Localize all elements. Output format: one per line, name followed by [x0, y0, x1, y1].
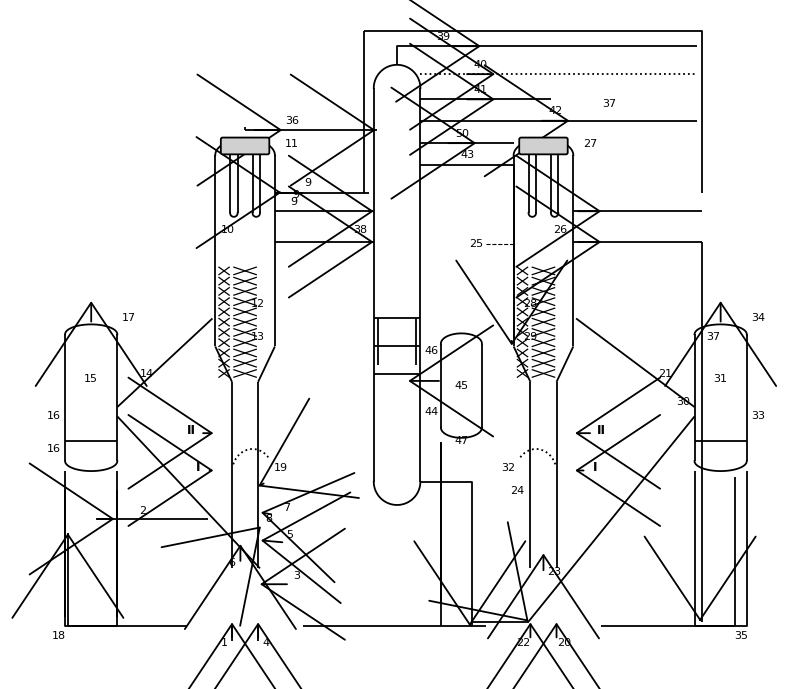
Text: I: I: [196, 461, 201, 474]
Text: 42: 42: [549, 107, 562, 116]
Text: 2: 2: [139, 506, 146, 517]
Text: 28: 28: [523, 300, 538, 309]
Text: II: II: [186, 424, 195, 437]
Text: 7: 7: [283, 503, 290, 513]
Text: 45: 45: [454, 380, 469, 391]
Text: 50: 50: [455, 129, 470, 138]
Text: 24: 24: [510, 486, 525, 496]
Text: 25: 25: [470, 239, 483, 249]
Text: 11: 11: [285, 139, 298, 149]
Text: 27: 27: [583, 139, 598, 149]
Text: II: II: [597, 424, 606, 437]
Text: 37: 37: [706, 332, 720, 342]
Text: 20: 20: [557, 638, 571, 648]
Text: 22: 22: [516, 638, 530, 648]
Text: 36: 36: [285, 116, 298, 126]
Text: 46: 46: [425, 346, 438, 356]
Text: 16: 16: [47, 444, 61, 454]
Text: 44: 44: [425, 407, 438, 417]
Text: 16: 16: [47, 411, 61, 422]
Text: 35: 35: [734, 630, 748, 641]
Text: 41: 41: [474, 85, 488, 95]
Text: 40: 40: [474, 60, 488, 70]
Text: 6: 6: [229, 558, 235, 568]
Text: 13: 13: [251, 332, 265, 342]
Text: I: I: [593, 461, 597, 474]
Text: 12: 12: [251, 300, 265, 309]
Text: 29: 29: [523, 332, 538, 342]
Text: 34: 34: [751, 313, 765, 322]
Text: 18: 18: [51, 630, 66, 641]
Text: 14: 14: [140, 369, 154, 380]
Text: 30: 30: [676, 398, 690, 407]
Text: 33: 33: [751, 411, 765, 422]
Text: 31: 31: [714, 374, 728, 384]
Text: 5: 5: [286, 530, 294, 539]
Text: 4: 4: [262, 638, 269, 648]
Text: 15: 15: [84, 374, 98, 384]
Text: 23: 23: [548, 567, 562, 577]
Text: 9: 9: [292, 190, 299, 200]
Text: 37: 37: [602, 99, 616, 109]
Text: 3: 3: [293, 571, 300, 581]
Text: 8: 8: [265, 514, 272, 524]
Text: 43: 43: [460, 150, 474, 161]
Text: 21: 21: [658, 369, 672, 380]
Text: 10: 10: [222, 225, 235, 235]
Text: 32: 32: [501, 463, 515, 473]
FancyBboxPatch shape: [221, 138, 270, 154]
Text: 19: 19: [274, 463, 287, 473]
Text: 38: 38: [354, 225, 368, 235]
FancyBboxPatch shape: [519, 138, 568, 154]
Text: 39: 39: [437, 32, 450, 42]
Text: 17: 17: [122, 313, 135, 322]
Text: 9: 9: [290, 197, 297, 207]
Text: 9: 9: [304, 178, 311, 188]
Text: 1: 1: [221, 638, 228, 648]
Text: 47: 47: [454, 435, 469, 446]
Text: 26: 26: [553, 225, 567, 235]
